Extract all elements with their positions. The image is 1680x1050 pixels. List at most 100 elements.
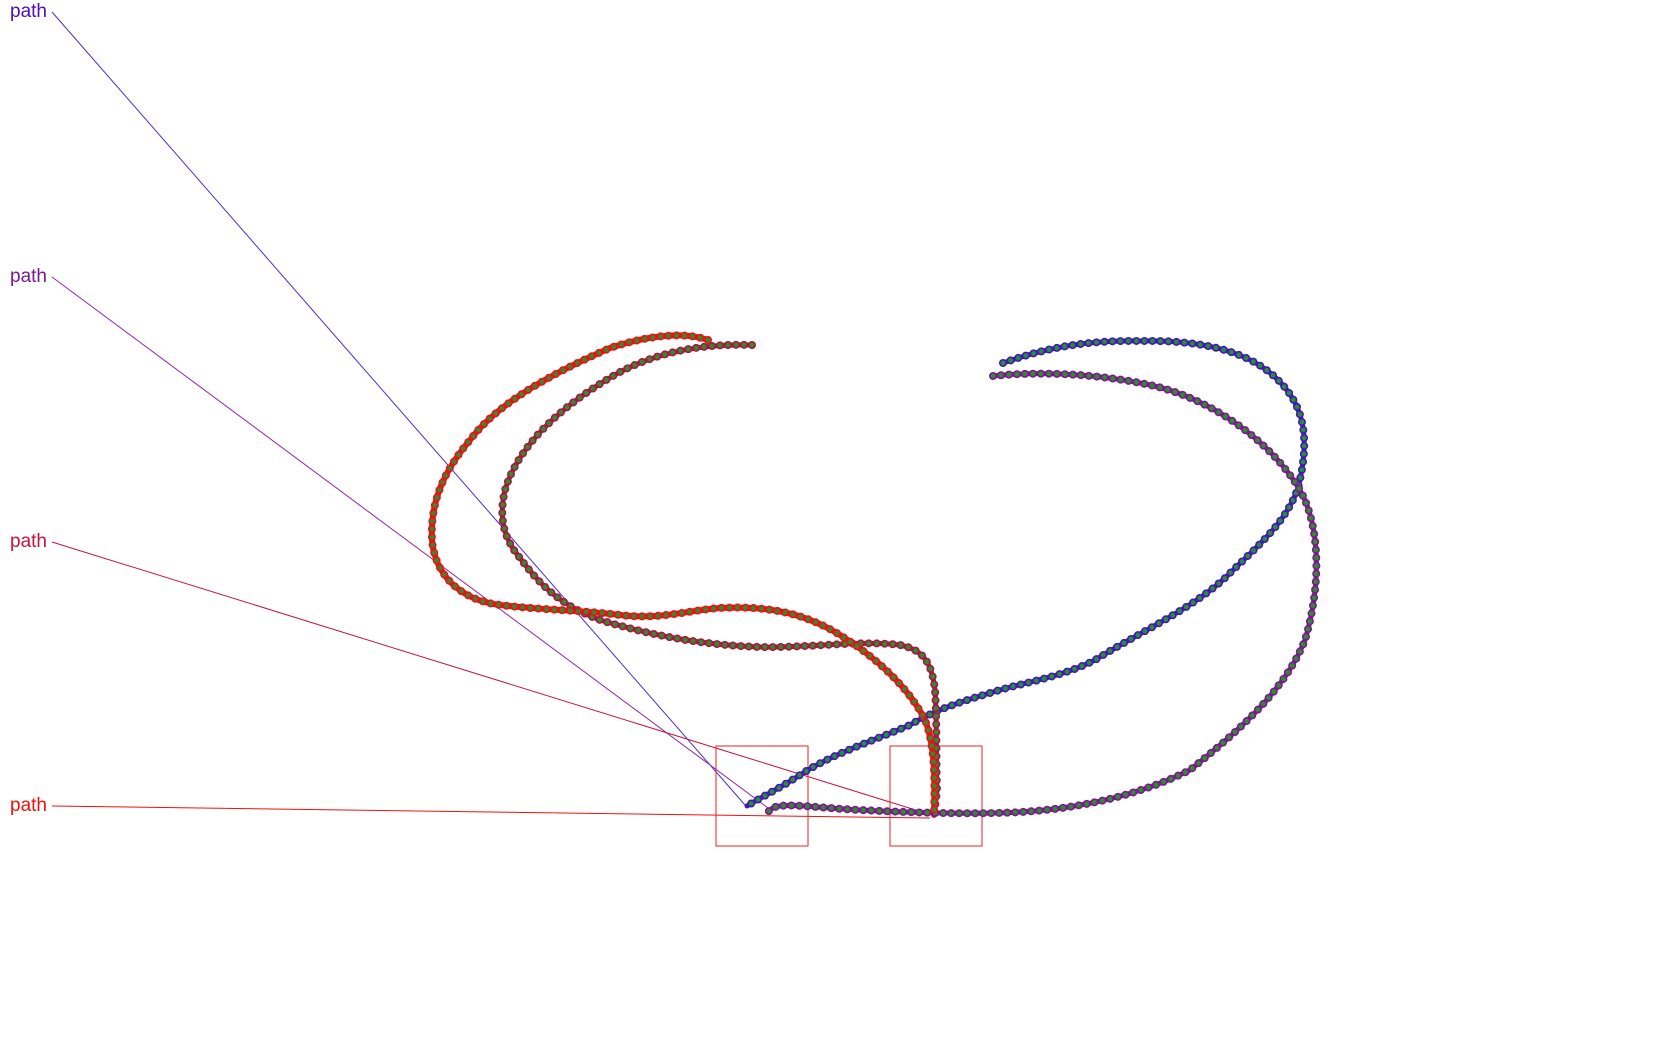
path-red-node	[656, 332, 665, 341]
path-red-node	[664, 331, 673, 340]
path-blue-node	[1237, 557, 1246, 566]
path-crimson-node	[660, 350, 669, 359]
path-crimson-node	[681, 635, 690, 644]
path-blue-node	[1133, 631, 1142, 640]
path-crimson-node	[575, 393, 584, 402]
path-purple-node	[811, 802, 820, 811]
path-crimson-node	[556, 408, 565, 417]
path-purple-node	[1281, 464, 1290, 473]
path-red-node	[530, 381, 539, 390]
path-purple-node	[1155, 383, 1164, 392]
path-red-node	[811, 618, 820, 627]
path-crimson-node	[499, 492, 508, 501]
path-red-node	[757, 604, 766, 613]
path-red-node	[883, 667, 892, 676]
path-crimson-node	[582, 388, 591, 397]
path-blue-node	[845, 745, 854, 754]
path-blue-node	[1106, 646, 1115, 655]
path-purple-node	[1060, 370, 1069, 379]
endpoint-boxes	[715, 745, 983, 847]
path-blue-node	[1276, 516, 1285, 525]
path-blue-node	[1037, 347, 1046, 356]
path-blue-node	[1260, 535, 1269, 544]
path-blue-node	[1168, 611, 1177, 620]
path-crimson-node	[816, 641, 825, 650]
path-blue-node	[1164, 337, 1173, 346]
path-red-node	[910, 697, 919, 706]
path-red-node	[865, 651, 874, 660]
path-crimson-node	[922, 657, 931, 666]
path-crimson-node	[623, 364, 632, 373]
path-label-4: path	[10, 795, 47, 816]
path-purple-node	[1304, 506, 1313, 515]
path-red-node	[590, 608, 599, 617]
path-blue-node	[882, 730, 891, 739]
path-purple-node	[923, 808, 932, 817]
path-crimson-node	[501, 485, 510, 494]
path-purple-node	[1159, 777, 1168, 786]
path-blue-node	[1055, 670, 1064, 679]
path-blue-node	[1202, 589, 1211, 598]
path-red-node	[632, 336, 641, 345]
path-purple-node	[1132, 378, 1141, 387]
path-red-node	[432, 556, 441, 565]
path-red-node	[440, 570, 449, 579]
path-purple-node	[1310, 593, 1319, 602]
path-blue-node	[816, 759, 825, 768]
path-blue-node	[1300, 433, 1309, 442]
path-red-node	[900, 685, 909, 694]
path-blue-node	[911, 717, 920, 726]
path-crimson-node	[932, 712, 941, 721]
path-red-node	[929, 757, 938, 766]
path-red-node	[930, 789, 939, 798]
path-red-node	[640, 334, 649, 343]
path-red-node	[566, 606, 575, 615]
path-purple-node	[1307, 609, 1316, 618]
path-purple-node	[1113, 792, 1122, 801]
path-blue-node	[985, 689, 994, 698]
path-red-node	[574, 607, 583, 616]
path-purple-node	[996, 371, 1005, 380]
path-red-node	[680, 331, 689, 340]
path-blue-node	[1047, 672, 1056, 681]
path-red-node	[773, 606, 782, 615]
path-blue-node	[768, 787, 777, 796]
path-crimson-node	[514, 456, 523, 465]
path-purple-node	[875, 806, 884, 815]
path-blue-node	[1189, 598, 1198, 607]
path-crimson-node	[716, 341, 725, 350]
path-red-node	[542, 605, 551, 614]
path-blue-node	[1211, 343, 1220, 352]
path-blue-node	[1124, 336, 1133, 345]
path-red-node	[457, 587, 466, 596]
path-purple-node	[1259, 699, 1268, 708]
path-purple-node	[1163, 385, 1172, 394]
path-red-node	[502, 601, 511, 610]
path-red-node	[580, 355, 589, 364]
path-purple-node	[835, 804, 844, 813]
path-red-node	[464, 438, 473, 447]
path-purple-node	[1116, 375, 1125, 384]
path-purple-node	[915, 808, 924, 817]
path-blue-node	[1285, 388, 1294, 397]
path-crimson-node	[630, 361, 639, 370]
path-crimson-node	[668, 348, 677, 357]
path-blue-node	[1078, 662, 1087, 671]
path-purple-node	[1301, 632, 1310, 641]
path-red-node	[551, 369, 560, 378]
path-purple-node	[1166, 774, 1175, 783]
path-purple-node	[963, 809, 972, 818]
path-red-node	[594, 348, 603, 357]
path-red-node	[550, 605, 559, 614]
path-crimson-node	[689, 637, 698, 646]
path-label-2: path	[10, 266, 47, 287]
path-purple-node	[1270, 452, 1279, 461]
path-crimson-node	[518, 449, 527, 458]
leader-line-3	[51, 541, 923, 813]
path-purple-node	[1305, 617, 1314, 626]
path-crimson-node	[808, 641, 817, 650]
path-red-node	[428, 541, 437, 550]
path-blue-node	[1195, 594, 1204, 603]
path-purple-node	[907, 808, 916, 817]
path-red-node	[677, 608, 686, 617]
